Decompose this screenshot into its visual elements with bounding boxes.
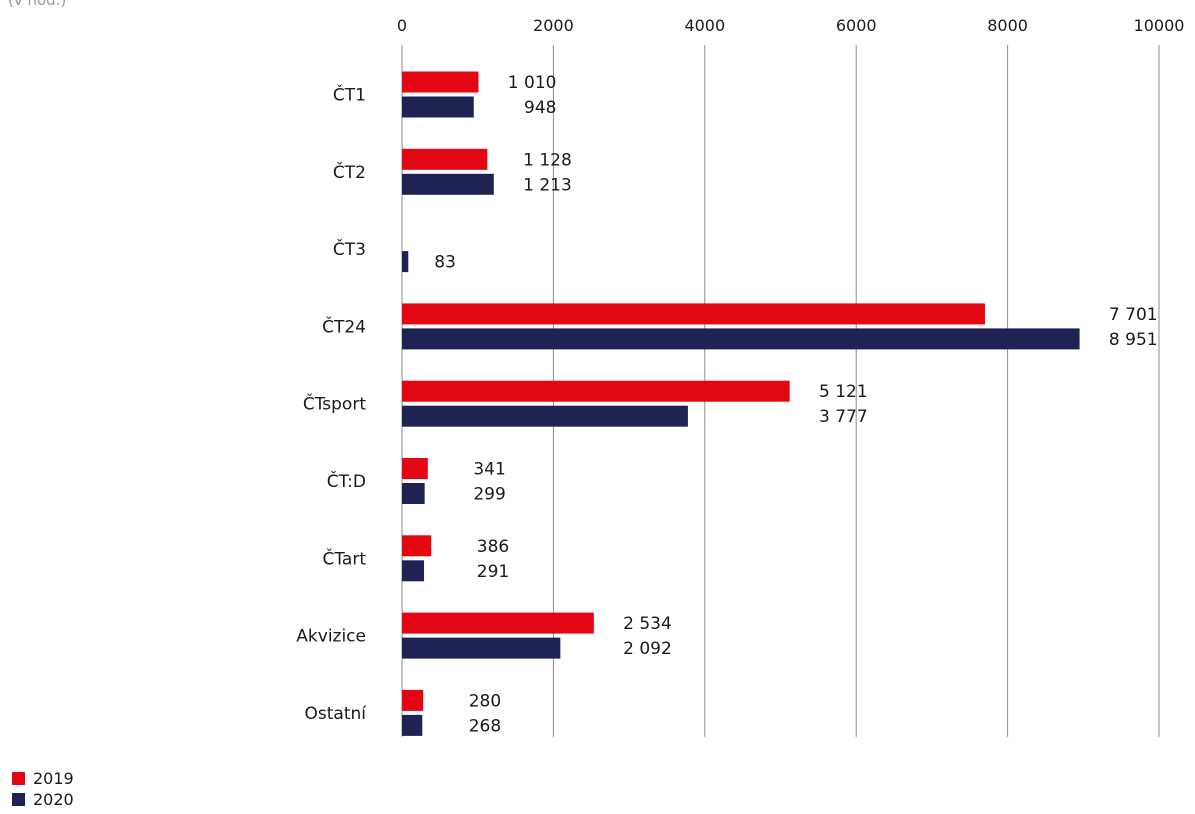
bar-2020 (402, 560, 425, 582)
data-label-2020: 291 (477, 562, 509, 582)
bar-2020 (402, 251, 409, 273)
data-label-2019: 1 128 (523, 150, 572, 170)
bar-2020 (402, 483, 425, 504)
bar-2020 (402, 405, 688, 427)
data-label-2019: 341 (473, 460, 505, 480)
bar-2019 (402, 71, 479, 93)
bar-2020 (402, 96, 474, 118)
tick-label-4000: 4000 (684, 16, 725, 35)
data-label-2019: 2 534 (623, 614, 672, 634)
unit-note: (v hod.) (8, 0, 67, 9)
data-label-2019: 280 (469, 691, 501, 711)
data-label-2020: 8 951 (1109, 330, 1158, 350)
bar-2019 (402, 380, 790, 402)
data-label-2019: 7 701 (1109, 305, 1158, 325)
legend: 2019 2020 (12, 768, 74, 810)
tick-label-8000: 8000 (987, 16, 1028, 35)
data-label-2020: 268 (469, 716, 501, 736)
legend-swatch-2020 (12, 793, 25, 806)
tick-label-10000: 10000 (1134, 16, 1185, 35)
category-label: Akvizice (296, 627, 366, 647)
bar-2019 (402, 303, 985, 325)
category-label: ČT3 (333, 238, 366, 260)
data-label-2020: 3 777 (819, 407, 868, 427)
data-label-2019: 5 121 (819, 382, 868, 402)
tick-label-0: 0 (397, 16, 407, 35)
bar-2020 (402, 173, 494, 195)
data-label-2020: 1 213 (523, 175, 572, 195)
bar-chart: 0 2000 4000 6000 8000 10000 ČT1 1 010 948 ČT2 1 12… (296, 16, 1185, 737)
bar-2019 (402, 458, 428, 479)
legend-swatch-2019 (12, 772, 25, 785)
category-label: ČT:D (327, 470, 366, 492)
bar-2019 (402, 689, 424, 711)
category-label: ČT24 (322, 315, 366, 337)
category-label: ČTsport (303, 393, 366, 415)
bar-2020 (402, 637, 561, 659)
tick-label-6000: 6000 (836, 16, 877, 35)
category-label: Ostatní (305, 704, 368, 724)
data-label-2020: 299 (473, 485, 505, 505)
data-label-2020: 948 (524, 98, 556, 118)
data-label-2020: 2 092 (623, 639, 672, 659)
bar-2019 (402, 612, 594, 634)
bar-2020 (402, 714, 423, 736)
legend-item-2019: 2019 (12, 768, 74, 789)
data-label-2020: 83 (434, 253, 456, 273)
legend-label-2019: 2019 (33, 769, 74, 788)
bar-2019 (402, 148, 488, 170)
bar-2020 (402, 328, 1080, 350)
category-label: ČT2 (333, 161, 366, 183)
category-label: ČT1 (333, 84, 366, 106)
data-label-2019: 386 (477, 537, 509, 557)
bar-2019 (402, 535, 432, 557)
category-label: ČTart (322, 547, 366, 569)
tick-label-2000: 2000 (533, 16, 574, 35)
legend-label-2020: 2020 (33, 790, 74, 809)
legend-item-2020: 2020 (12, 789, 74, 810)
data-label-2019: 1 010 (508, 73, 557, 93)
